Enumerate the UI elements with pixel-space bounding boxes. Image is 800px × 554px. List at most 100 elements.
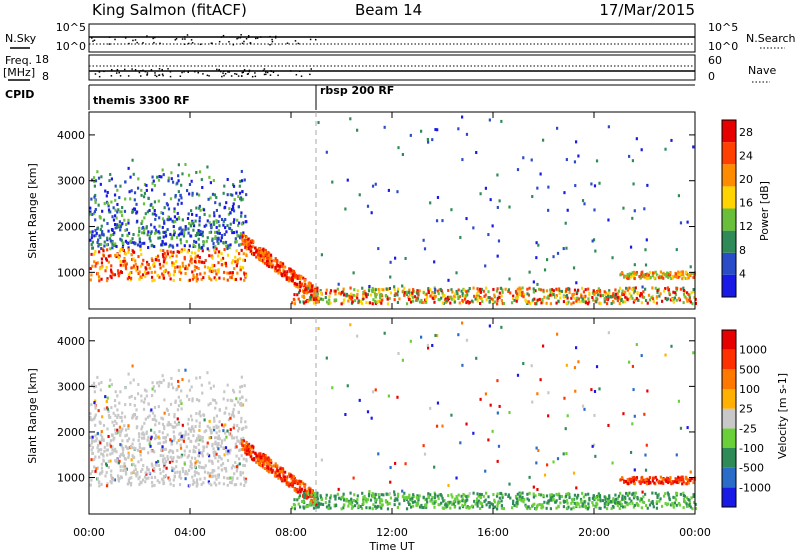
power-cell <box>180 271 183 275</box>
power-cell <box>89 212 92 216</box>
y-tick-label: 3000 <box>57 175 85 188</box>
power-cell <box>386 297 389 301</box>
power-cell <box>208 277 211 281</box>
velocity-data-cells <box>89 321 697 511</box>
velocity-cell <box>656 494 659 498</box>
power-cell <box>203 271 206 275</box>
power-cell <box>529 301 532 305</box>
power-cell <box>207 275 210 279</box>
power-cell <box>157 199 160 203</box>
power-cell <box>681 277 684 281</box>
velocity-cell <box>171 466 174 470</box>
velocity-cell <box>547 414 550 418</box>
power-cell <box>162 230 165 234</box>
velocity-cell <box>418 505 422 509</box>
power-cell <box>630 275 633 279</box>
noise-sample <box>152 37 154 40</box>
power-cell <box>616 299 619 303</box>
power-cell <box>231 208 234 212</box>
power-cell <box>179 232 182 236</box>
power-cell <box>308 283 311 287</box>
velocity-cell <box>693 501 696 505</box>
velocity-cell <box>632 479 636 483</box>
power-cell <box>104 269 107 273</box>
power-cell <box>199 272 202 276</box>
power-cell <box>626 287 630 291</box>
velocity-cell <box>245 425 248 429</box>
power-cell <box>218 224 221 228</box>
velocity-cell <box>493 500 496 504</box>
power-cell <box>176 250 179 254</box>
power-cell <box>373 299 377 303</box>
velocity-cell <box>236 429 240 433</box>
velocity-cell <box>91 469 94 473</box>
velocity-cell <box>630 480 633 484</box>
power-cell <box>141 262 144 266</box>
power-cell <box>236 223 240 227</box>
power-cell <box>633 289 636 293</box>
power-cell <box>150 257 153 261</box>
velocity-cell <box>496 379 499 383</box>
freq-sample <box>202 73 204 75</box>
power-cell <box>129 278 133 282</box>
power-cell <box>563 191 566 195</box>
power-cell <box>119 259 122 263</box>
power-cell <box>670 277 673 281</box>
velocity-cell <box>270 464 273 468</box>
power-cell <box>610 302 613 306</box>
power-cell <box>516 287 519 291</box>
velocity-cell <box>140 427 143 431</box>
velocity-cell <box>167 420 170 424</box>
velocity-cell <box>484 469 487 473</box>
power-cell <box>268 265 271 269</box>
power-cell <box>265 256 269 260</box>
power-cell <box>99 228 102 232</box>
velocity-cell <box>233 403 236 407</box>
power-cell <box>584 301 587 305</box>
power-cell <box>507 289 510 293</box>
power-cell <box>644 299 648 303</box>
power-cell <box>298 289 302 293</box>
velocity-cell <box>136 470 139 474</box>
velocity-cell <box>222 446 225 450</box>
power-cell <box>163 219 166 223</box>
velocity-cell <box>192 450 195 454</box>
velocity-cell <box>692 351 695 355</box>
power-cell <box>382 288 385 292</box>
power-cell <box>617 289 621 293</box>
velocity-cell <box>526 492 529 496</box>
velocity-cell <box>302 494 306 498</box>
power-cell <box>541 298 544 302</box>
power-cell <box>536 298 539 302</box>
velocity-cell <box>351 505 354 509</box>
velocity-cell <box>161 422 165 426</box>
power-cell <box>554 295 557 299</box>
velocity-cell <box>257 457 260 461</box>
velocity-cell <box>203 466 206 470</box>
velocity-cell <box>211 461 214 465</box>
power-cell <box>257 252 260 256</box>
power-cell <box>373 289 376 293</box>
velocity-cell <box>220 441 223 445</box>
power-cell <box>121 222 124 226</box>
power-cell <box>220 252 223 256</box>
power-cell <box>385 287 388 291</box>
power-cell <box>324 296 327 300</box>
velocity-cell <box>329 506 332 510</box>
velocity-cell <box>372 503 375 507</box>
velocity-cell <box>150 408 153 412</box>
power-cell <box>668 291 671 295</box>
power-cell <box>597 287 600 291</box>
velocity-cell <box>396 498 399 502</box>
velocity-cell <box>368 492 371 496</box>
power-cell <box>587 287 590 291</box>
velocity-cell <box>541 505 545 509</box>
velocity-cell <box>380 493 383 497</box>
power-cell <box>194 251 197 255</box>
velocity-cell <box>639 499 642 503</box>
velocity-cell <box>575 486 578 490</box>
power-cell <box>188 244 191 248</box>
velocity-cell <box>461 503 464 507</box>
velocity-cell <box>90 458 93 462</box>
velocity-cell <box>248 444 251 448</box>
